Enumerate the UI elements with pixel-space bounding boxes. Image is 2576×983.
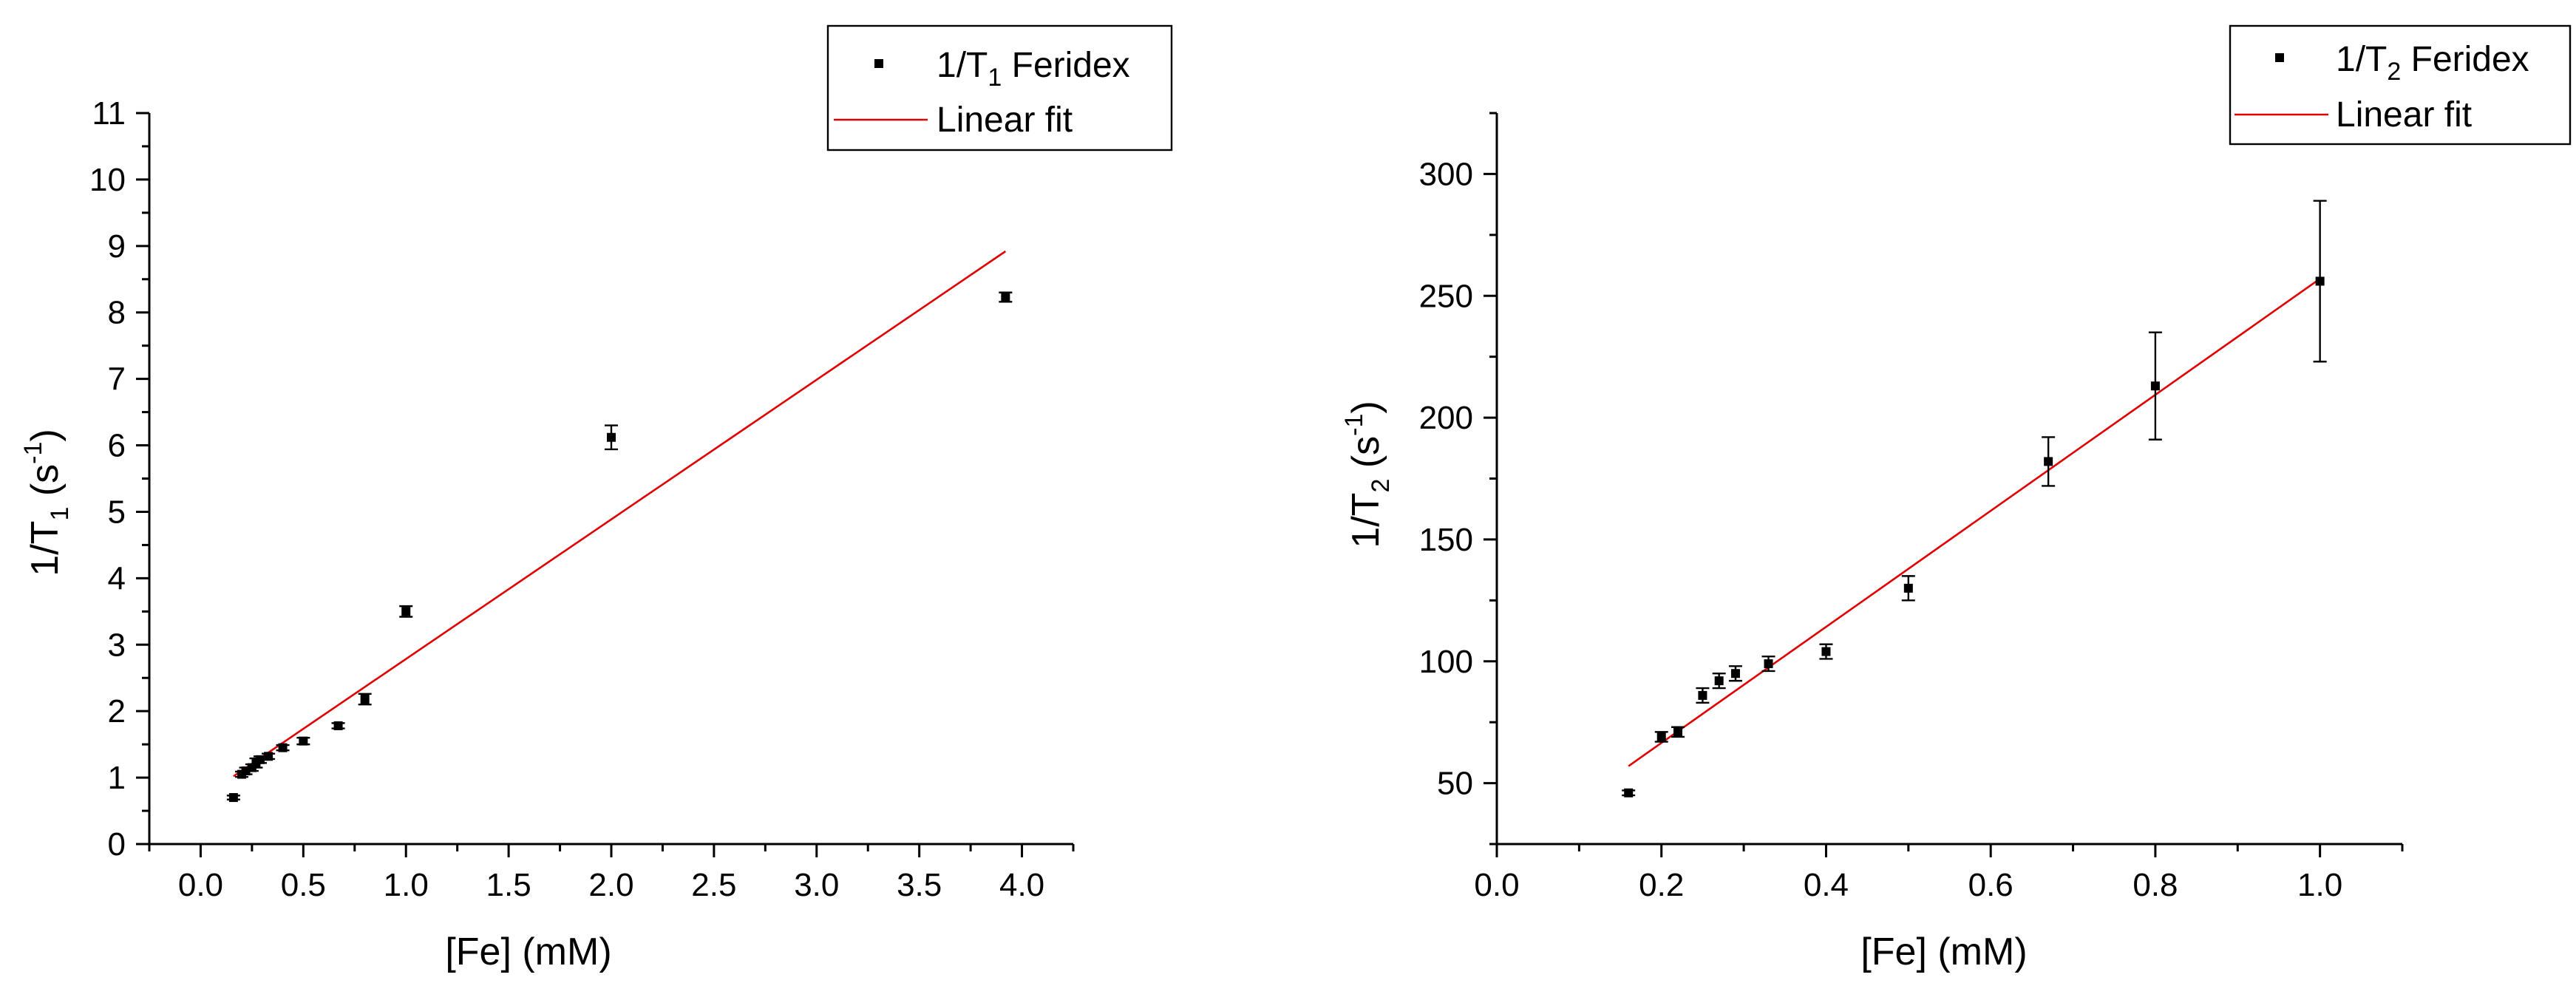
- left-ticks: 0.0 0.5 1.0 1.5 2.0 2.5 3.0 3.5 4.0 0 1 2 3 4 5 6 7 8 9 10 1…: [89, 95, 1075, 903]
- left-data-point: [228, 793, 238, 803]
- right-x-tick-label: 1.0: [2297, 867, 2342, 903]
- right-data-point: [2044, 457, 2053, 466]
- right-fit-line: [1628, 278, 2321, 767]
- left-x-tick-label: 4.0: [999, 867, 1044, 903]
- right-y-tick-label: 150: [1419, 522, 1473, 558]
- right-data-point: [1903, 583, 1913, 593]
- right-legend-box: [2229, 24, 2572, 146]
- left-points: [226, 291, 1013, 803]
- left-linear-fit: [233, 250, 1007, 778]
- left-x-tick-label: 0.0: [178, 867, 223, 903]
- left-y-tick-label: 8: [108, 295, 126, 331]
- left-x-tick-label: 2.5: [691, 867, 736, 903]
- right-y-tick-label: 50: [1437, 766, 1473, 802]
- right-data-point: [1624, 788, 1634, 797]
- right-y-tick-label: 300: [1419, 156, 1473, 192]
- right-points: [1622, 200, 2327, 797]
- chart-t1: 0.0 0.5 1.0 1.5 2.0 2.5 3.0 3.5 4.0 0 1 2 3 4 5 6 7 8 9 10 1…: [19, 24, 1173, 973]
- right-data-point: [1821, 647, 1831, 656]
- right-x-tick-label: 0.8: [2132, 867, 2178, 903]
- chart-t2: 0.0 0.2 0.4 0.6 0.8 1.0 50 100 150 200 250 300 [Fe]…: [1340, 24, 2572, 973]
- right-x-tick-label: 0.2: [1639, 867, 1684, 903]
- left-y-tick-label: 6: [108, 428, 126, 464]
- left-x-tick-label: 3.5: [897, 867, 942, 903]
- left-legend-fit-label: Linear fit: [937, 101, 1073, 140]
- left-data-point: [278, 743, 288, 752]
- right-data-point: [1656, 732, 1666, 741]
- left-y-tick-label: 4: [108, 560, 126, 596]
- left-axes: [148, 113, 1073, 846]
- right-legend-series-label: 1/T2 Feridex: [2336, 40, 2529, 86]
- left-y-tick-label: 2: [108, 693, 126, 729]
- right-axes: [1495, 113, 2402, 846]
- left-data-point: [299, 736, 308, 746]
- left-y-tick-label: 0: [108, 826, 126, 863]
- left-y-tick-label: 11: [92, 95, 126, 132]
- right-linear-fit: [1628, 278, 2321, 767]
- right-y-axis-title: 1/T2 (s-1): [1340, 401, 1395, 548]
- left-y-tick-label: 3: [108, 627, 126, 663]
- left-y-tick-label: 1: [108, 760, 126, 796]
- left-x-tick-label: 1.0: [384, 867, 429, 903]
- left-fit-line: [233, 250, 1007, 778]
- right-data-point: [2150, 381, 2160, 391]
- left-x-axis-title: [Fe] (mM): [445, 931, 611, 973]
- right-y-tick-label: 200: [1419, 400, 1473, 436]
- right-data-point: [1714, 676, 1724, 686]
- right-data-point: [2315, 276, 2325, 286]
- left-y-axis-title: 1/T1 (s-1): [19, 429, 74, 576]
- left-legend-marker: [874, 59, 883, 68]
- left-legend: 1/T1 Feridex Linear fit: [826, 24, 1173, 152]
- right-legend: 1/T2 Feridex Linear fit: [2229, 24, 2572, 146]
- left-y-tick-label: 10: [89, 162, 126, 198]
- left-data-point: [401, 607, 411, 616]
- right-data-point: [1730, 669, 1740, 678]
- right-x-tick-label: 0.6: [1968, 867, 2013, 903]
- left-data-point: [333, 721, 343, 730]
- right-legend-marker: [2275, 53, 2284, 62]
- left-x-tick-label: 1.5: [486, 867, 531, 903]
- left-y-tick-label: 7: [108, 361, 126, 398]
- left-data-point: [360, 694, 370, 704]
- right-y-tick-label: 100: [1419, 644, 1473, 680]
- right-ticks: 0.0 0.2 0.4 0.6 0.8 1.0 50 100 150 200 250 300: [1419, 112, 2404, 903]
- left-data-point: [264, 752, 273, 761]
- right-x-tick-label: 0.0: [1474, 867, 1519, 903]
- left-data-point: [607, 432, 616, 442]
- left-x-tick-label: 2.0: [588, 867, 633, 903]
- left-legend-box: [826, 24, 1173, 152]
- left-x-tick-label: 3.0: [794, 867, 839, 903]
- left-x-tick-label: 0.5: [281, 867, 326, 903]
- left-data-point: [256, 755, 265, 764]
- right-data-point: [1698, 690, 1707, 700]
- right-data-point: [1673, 727, 1682, 737]
- left-y-tick-label: 9: [108, 228, 126, 265]
- left-y-tick-label: 5: [108, 494, 126, 530]
- right-legend-fit-label: Linear fit: [2336, 95, 2472, 135]
- left-legend-series-label: 1/T1 Feridex: [937, 46, 1130, 92]
- right-x-tick-label: 0.4: [1804, 867, 1849, 903]
- right-y-tick-label: 250: [1419, 278, 1473, 314]
- left-data-point: [1001, 293, 1010, 302]
- right-data-point: [1764, 659, 1773, 669]
- right-x-axis-title: [Fe] (mM): [1860, 931, 2027, 973]
